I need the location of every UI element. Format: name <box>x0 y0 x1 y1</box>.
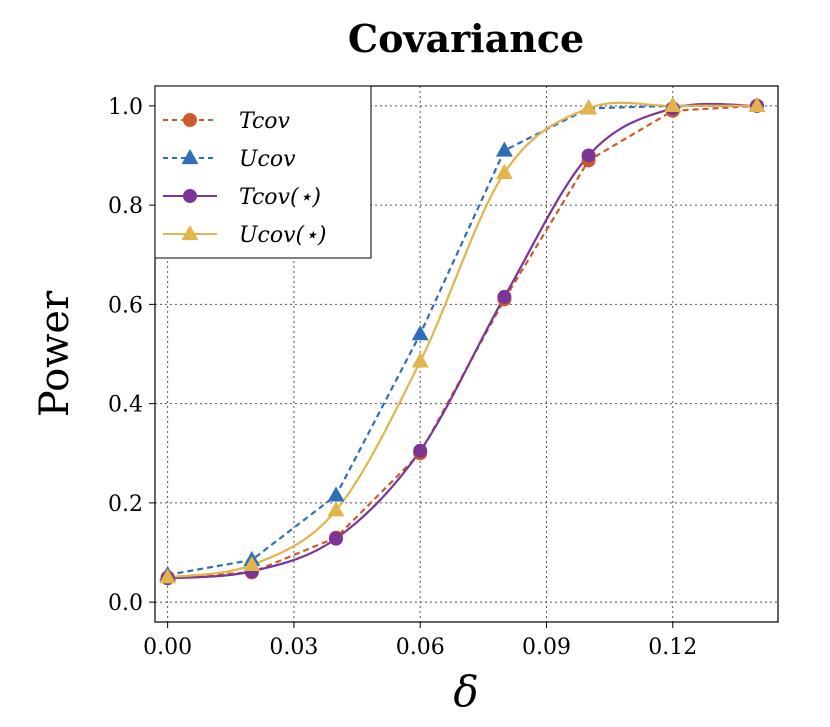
series-line <box>167 101 757 579</box>
x-tick-label: 0.12 <box>648 635 697 660</box>
data-point <box>329 531 344 546</box>
legend-label: Ucov <box>239 147 296 172</box>
legend-label: Ucov(⋆) <box>239 223 326 248</box>
plot-frame <box>154 85 779 623</box>
grid <box>155 86 778 622</box>
data-point <box>495 163 513 179</box>
data-point <box>495 141 513 157</box>
y-tick-label: 0.2 <box>108 492 143 517</box>
x-tick-label: 0.00 <box>143 635 192 660</box>
data-point <box>581 148 596 163</box>
x-tick-label: 0.03 <box>269 635 318 660</box>
legend-marker <box>183 113 197 127</box>
data-point <box>159 568 177 584</box>
data-point <box>243 555 261 572</box>
legend: Tcov Ucov Tcov(⋆) Ucov(⋆) <box>154 85 372 259</box>
legend-entry: Ucov(⋆) <box>163 223 326 248</box>
data-point <box>327 501 345 517</box>
x-axis-ticks: 0.00 0.03 0.06 0.09 0.12 <box>143 622 697 660</box>
series-1 <box>167 104 757 576</box>
series-layer <box>159 96 766 586</box>
legend-marker <box>181 224 199 241</box>
legend-marker <box>183 189 197 203</box>
x-tick-label: 0.06 <box>396 635 445 660</box>
legend-label: Tcov(⋆) <box>239 185 321 210</box>
x-axis-label: δ <box>453 667 478 716</box>
series-3 <box>167 101 757 579</box>
legend-label: Tcov <box>239 109 291 134</box>
y-tick-label: 0.0 <box>108 591 143 616</box>
data-point <box>411 352 429 368</box>
y-axis-ticks: 0.0 0.2 0.4 0.6 0.8 1.0 <box>108 95 155 616</box>
y-tick-label: 1.0 <box>108 95 143 120</box>
data-point <box>413 443 428 458</box>
chart-title: Covariance <box>348 16 584 61</box>
legend-entry: Ucov <box>163 147 296 172</box>
series-line <box>167 102 757 580</box>
y-axis-label: Power <box>32 290 78 417</box>
series-2 <box>167 102 757 580</box>
y-tick-label: 0.4 <box>108 393 143 418</box>
y-tick-label: 0.8 <box>108 194 143 219</box>
legend-entry: Tcov <box>163 109 291 134</box>
series-line <box>167 104 757 576</box>
legend-entry: Tcov(⋆) <box>163 185 321 210</box>
data-point <box>411 325 429 341</box>
x-tick-label: 0.09 <box>522 635 571 660</box>
series-markers-3 <box>159 96 766 584</box>
data-point <box>497 289 512 304</box>
data-point <box>664 96 682 112</box>
y-tick-label: 0.6 <box>108 293 143 318</box>
legend-marker <box>181 148 199 165</box>
data-point <box>748 96 766 112</box>
data-point <box>327 486 345 502</box>
data-point <box>580 99 598 115</box>
